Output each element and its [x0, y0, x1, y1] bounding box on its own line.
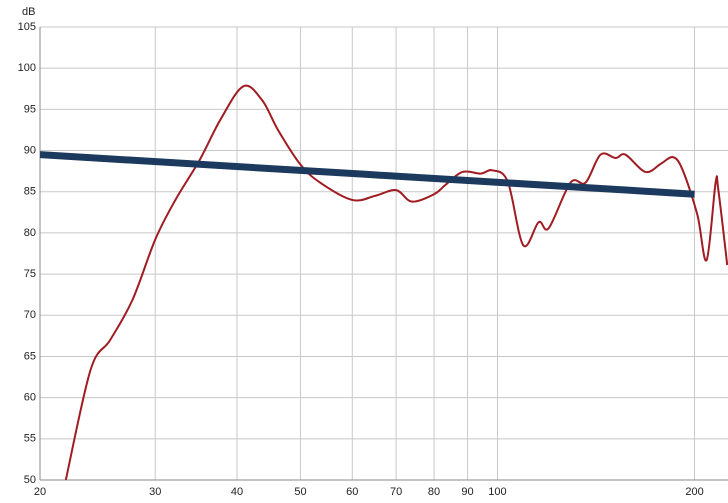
x-tick-label: 200 [685, 486, 703, 498]
y-tick-label: 105 [18, 21, 36, 33]
x-tick-label: 70 [390, 486, 402, 498]
y-tick-label: 55 [24, 433, 36, 445]
y-tick-label: 75 [24, 268, 36, 280]
series-line [64, 84, 728, 480]
series-line [40, 151, 695, 198]
y-tick-label: 70 [24, 309, 36, 321]
y-tick-label: 60 [24, 392, 36, 404]
x-tick-label: 100 [488, 486, 506, 498]
x-tick-label: 80 [428, 486, 440, 498]
y-axis-label: dB [22, 6, 35, 18]
x-tick-label: 40 [231, 486, 243, 498]
y-tick-label: 80 [24, 227, 36, 239]
y-tick-label: 65 [24, 350, 36, 362]
x-tick-label: 30 [149, 486, 161, 498]
x-tick-label: 20 [34, 486, 46, 498]
x-tick-label: 60 [346, 486, 358, 498]
y-tick-label: 100 [18, 62, 36, 74]
y-tick-label: 90 [24, 144, 36, 156]
x-tick-label: 50 [294, 486, 306, 498]
x-tick-label: 90 [461, 486, 473, 498]
y-tick-label: 50 [24, 474, 36, 486]
y-tick-label: 95 [24, 103, 36, 115]
y-tick-label: 85 [24, 186, 36, 198]
